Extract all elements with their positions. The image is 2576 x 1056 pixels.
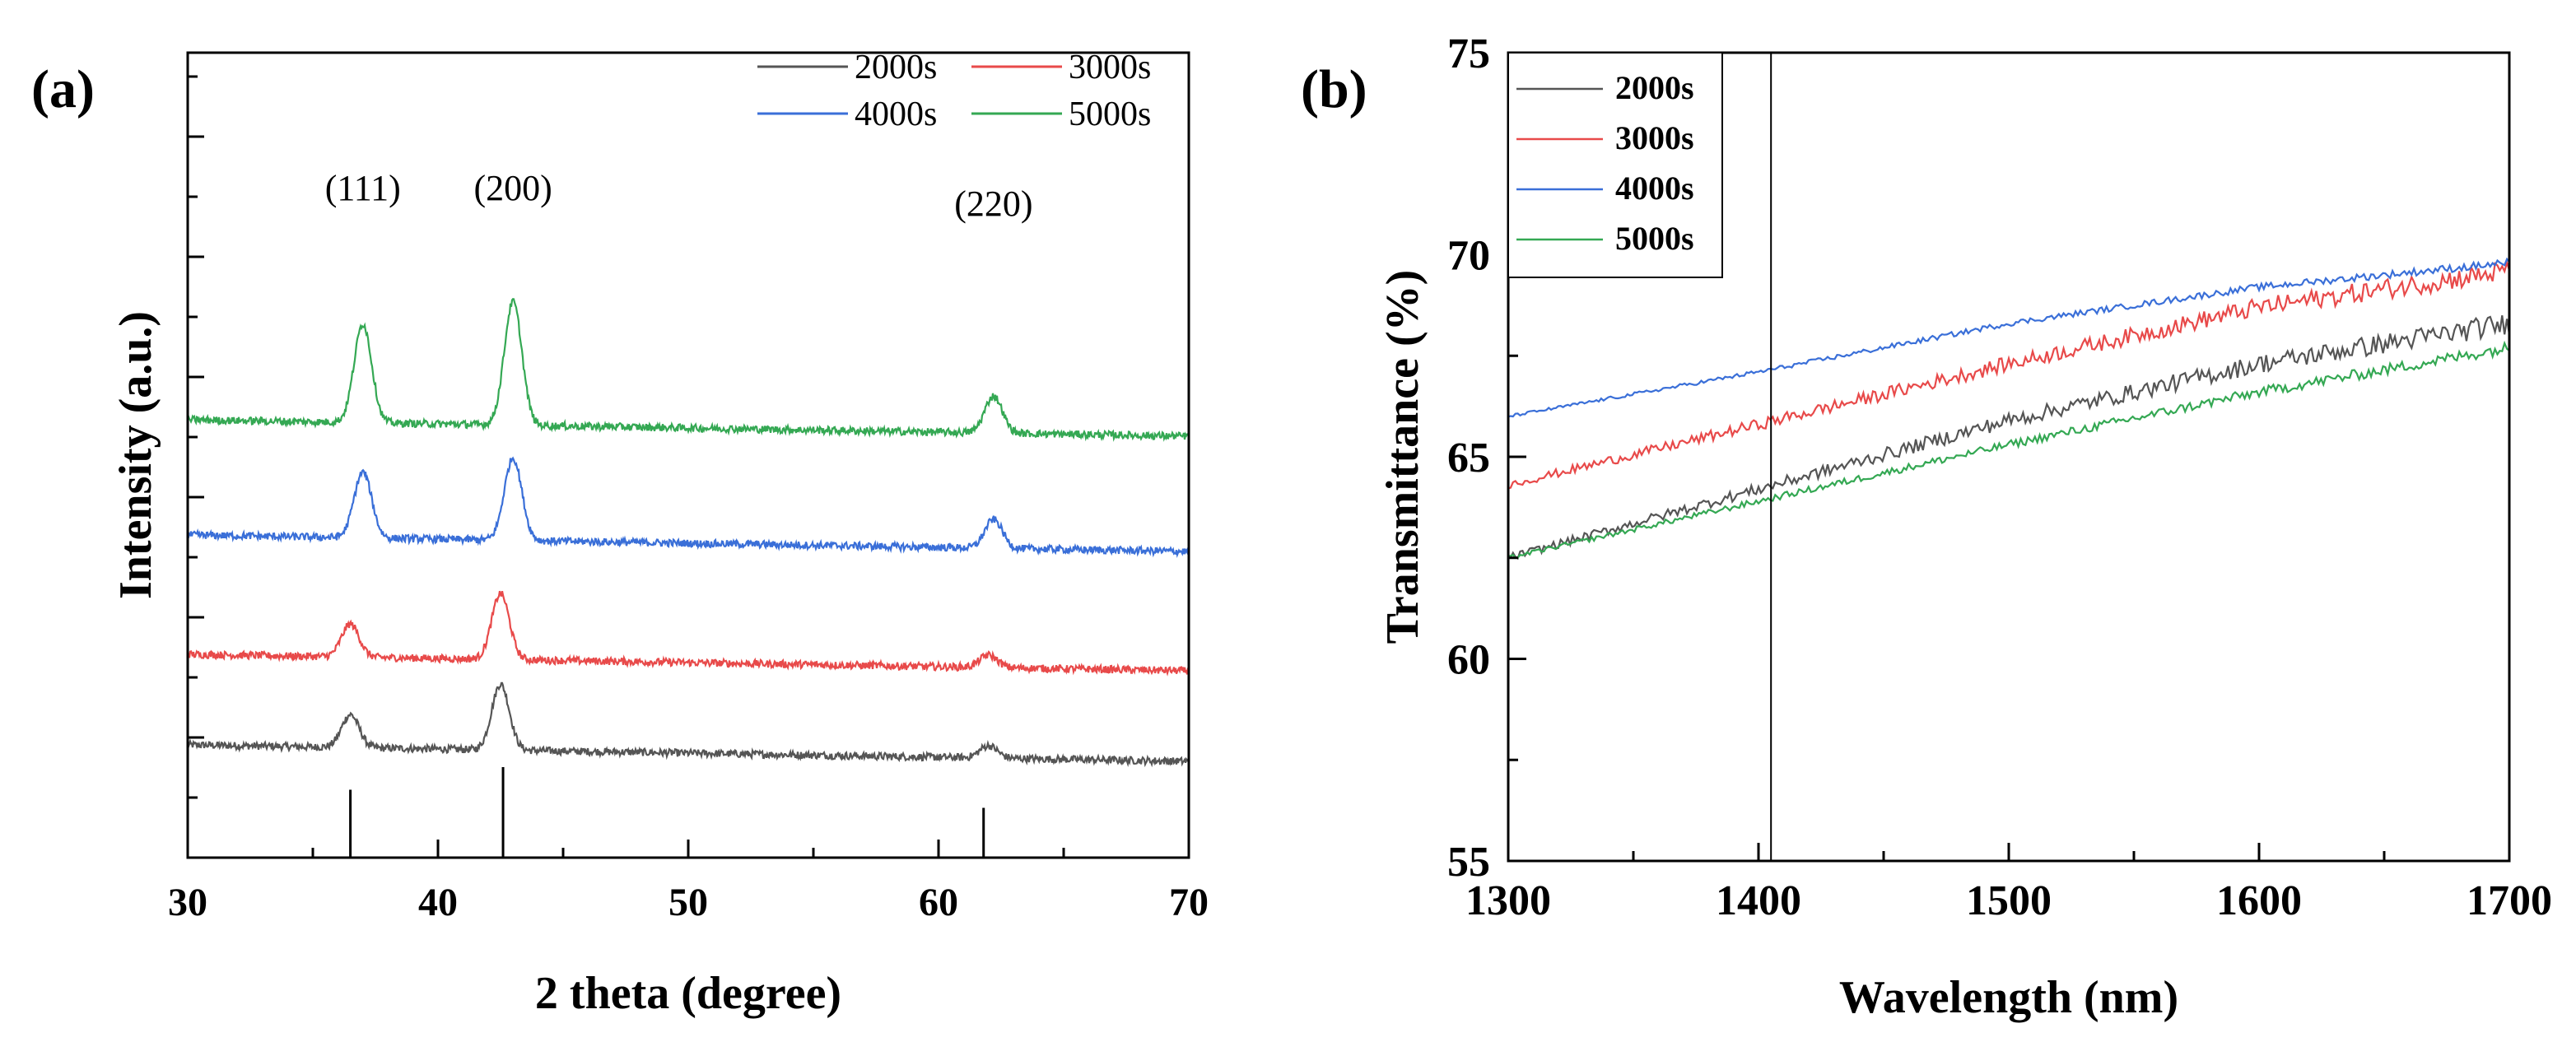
- series-line-3000s: [186, 590, 1190, 677]
- panel-b-label: (b): [1301, 59, 1367, 119]
- y-tick-label: 65: [1447, 435, 1490, 481]
- series-line-3000s: [1507, 259, 2511, 490]
- panel-b-y-ticks: 55 60 65 70 75: [1447, 30, 1526, 886]
- legend-label-4000s: 4000s: [855, 95, 937, 133]
- x-tick-label: 1400: [1716, 877, 1801, 924]
- x-tick-label: 50: [668, 881, 708, 924]
- panel-a-reference-peaks: [349, 767, 985, 858]
- panel-b-x-axis-title: Wavelength (nm): [1839, 972, 2178, 1023]
- panel-b-series-group: [1507, 257, 2511, 561]
- x-tick-label: 60: [919, 881, 958, 924]
- x-tick-label: 40: [418, 881, 458, 924]
- y-tick-label: 55: [1447, 839, 1490, 886]
- series-line-5000s: [186, 298, 1190, 442]
- x-tick-label: 1700: [2467, 877, 2552, 924]
- series-line-2000s: [186, 682, 1190, 768]
- panel-a-xrd-chart: (a) 30 40 50 60 70 (111) (200) (220) 2000s 3000…: [31, 49, 1209, 1019]
- panel-a-y-axis-title: Intensity (a.u.): [110, 311, 161, 599]
- legend-label-3000s: 3000s: [1069, 49, 1151, 86]
- y-tick-label: 70: [1447, 233, 1490, 280]
- panel-b-y-axis-title: Transmittance (%): [1377, 270, 1428, 644]
- panel-a-series-group: [186, 298, 1190, 768]
- x-tick-label: 70: [1169, 881, 1209, 924]
- legend-label-2000s: 2000s: [855, 49, 937, 86]
- legend-label-5000s: 5000s: [1615, 220, 1694, 257]
- series-line-2000s: [1507, 315, 2511, 561]
- peak-annotation: (200): [474, 168, 552, 208]
- legend-label-2000s: 2000s: [1615, 69, 1694, 106]
- peak-annotation: (111): [325, 168, 401, 208]
- y-tick-label: 60: [1447, 637, 1490, 684]
- x-tick-label: 1600: [2216, 877, 2302, 924]
- panel-b-x-ticks: 1300 1400 1500 1600 1700: [1465, 843, 2552, 924]
- peak-annotation: (220): [954, 184, 1032, 224]
- x-tick-label: 1500: [1966, 877, 2052, 924]
- panel-a-label: (a): [31, 59, 95, 119]
- series-line-4000s: [1507, 257, 2510, 418]
- panel-b-transmittance-chart: (b) 1300 1400 1500 1600 1700 55 60 65 70 75 2000…: [1301, 30, 2552, 1023]
- legend-label-5000s: 5000s: [1069, 95, 1151, 133]
- panel-a-y-ticks: [188, 75, 204, 799]
- y-tick-label: 75: [1447, 30, 1490, 77]
- legend-label-4000s: 4000s: [1615, 170, 1694, 207]
- series-line-4000s: [187, 456, 1190, 558]
- series-line-5000s: [1507, 340, 2510, 559]
- x-tick-label: 1300: [1465, 877, 1551, 924]
- legend-label-3000s: 3000s: [1615, 119, 1694, 156]
- panel-b-legend: 2000s 3000s 4000s 5000s: [1507, 52, 1723, 278]
- panel-a-legend: 2000s 3000s 4000s 5000s: [757, 49, 1151, 133]
- panel-a-x-axis-title: 2 theta (degree): [535, 968, 841, 1019]
- panel-a-x-ticks: 30 40 50 60 70: [168, 840, 1209, 924]
- x-tick-label: 30: [168, 881, 207, 924]
- panel-a-peak-annotations: (111) (200) (220): [325, 168, 1033, 224]
